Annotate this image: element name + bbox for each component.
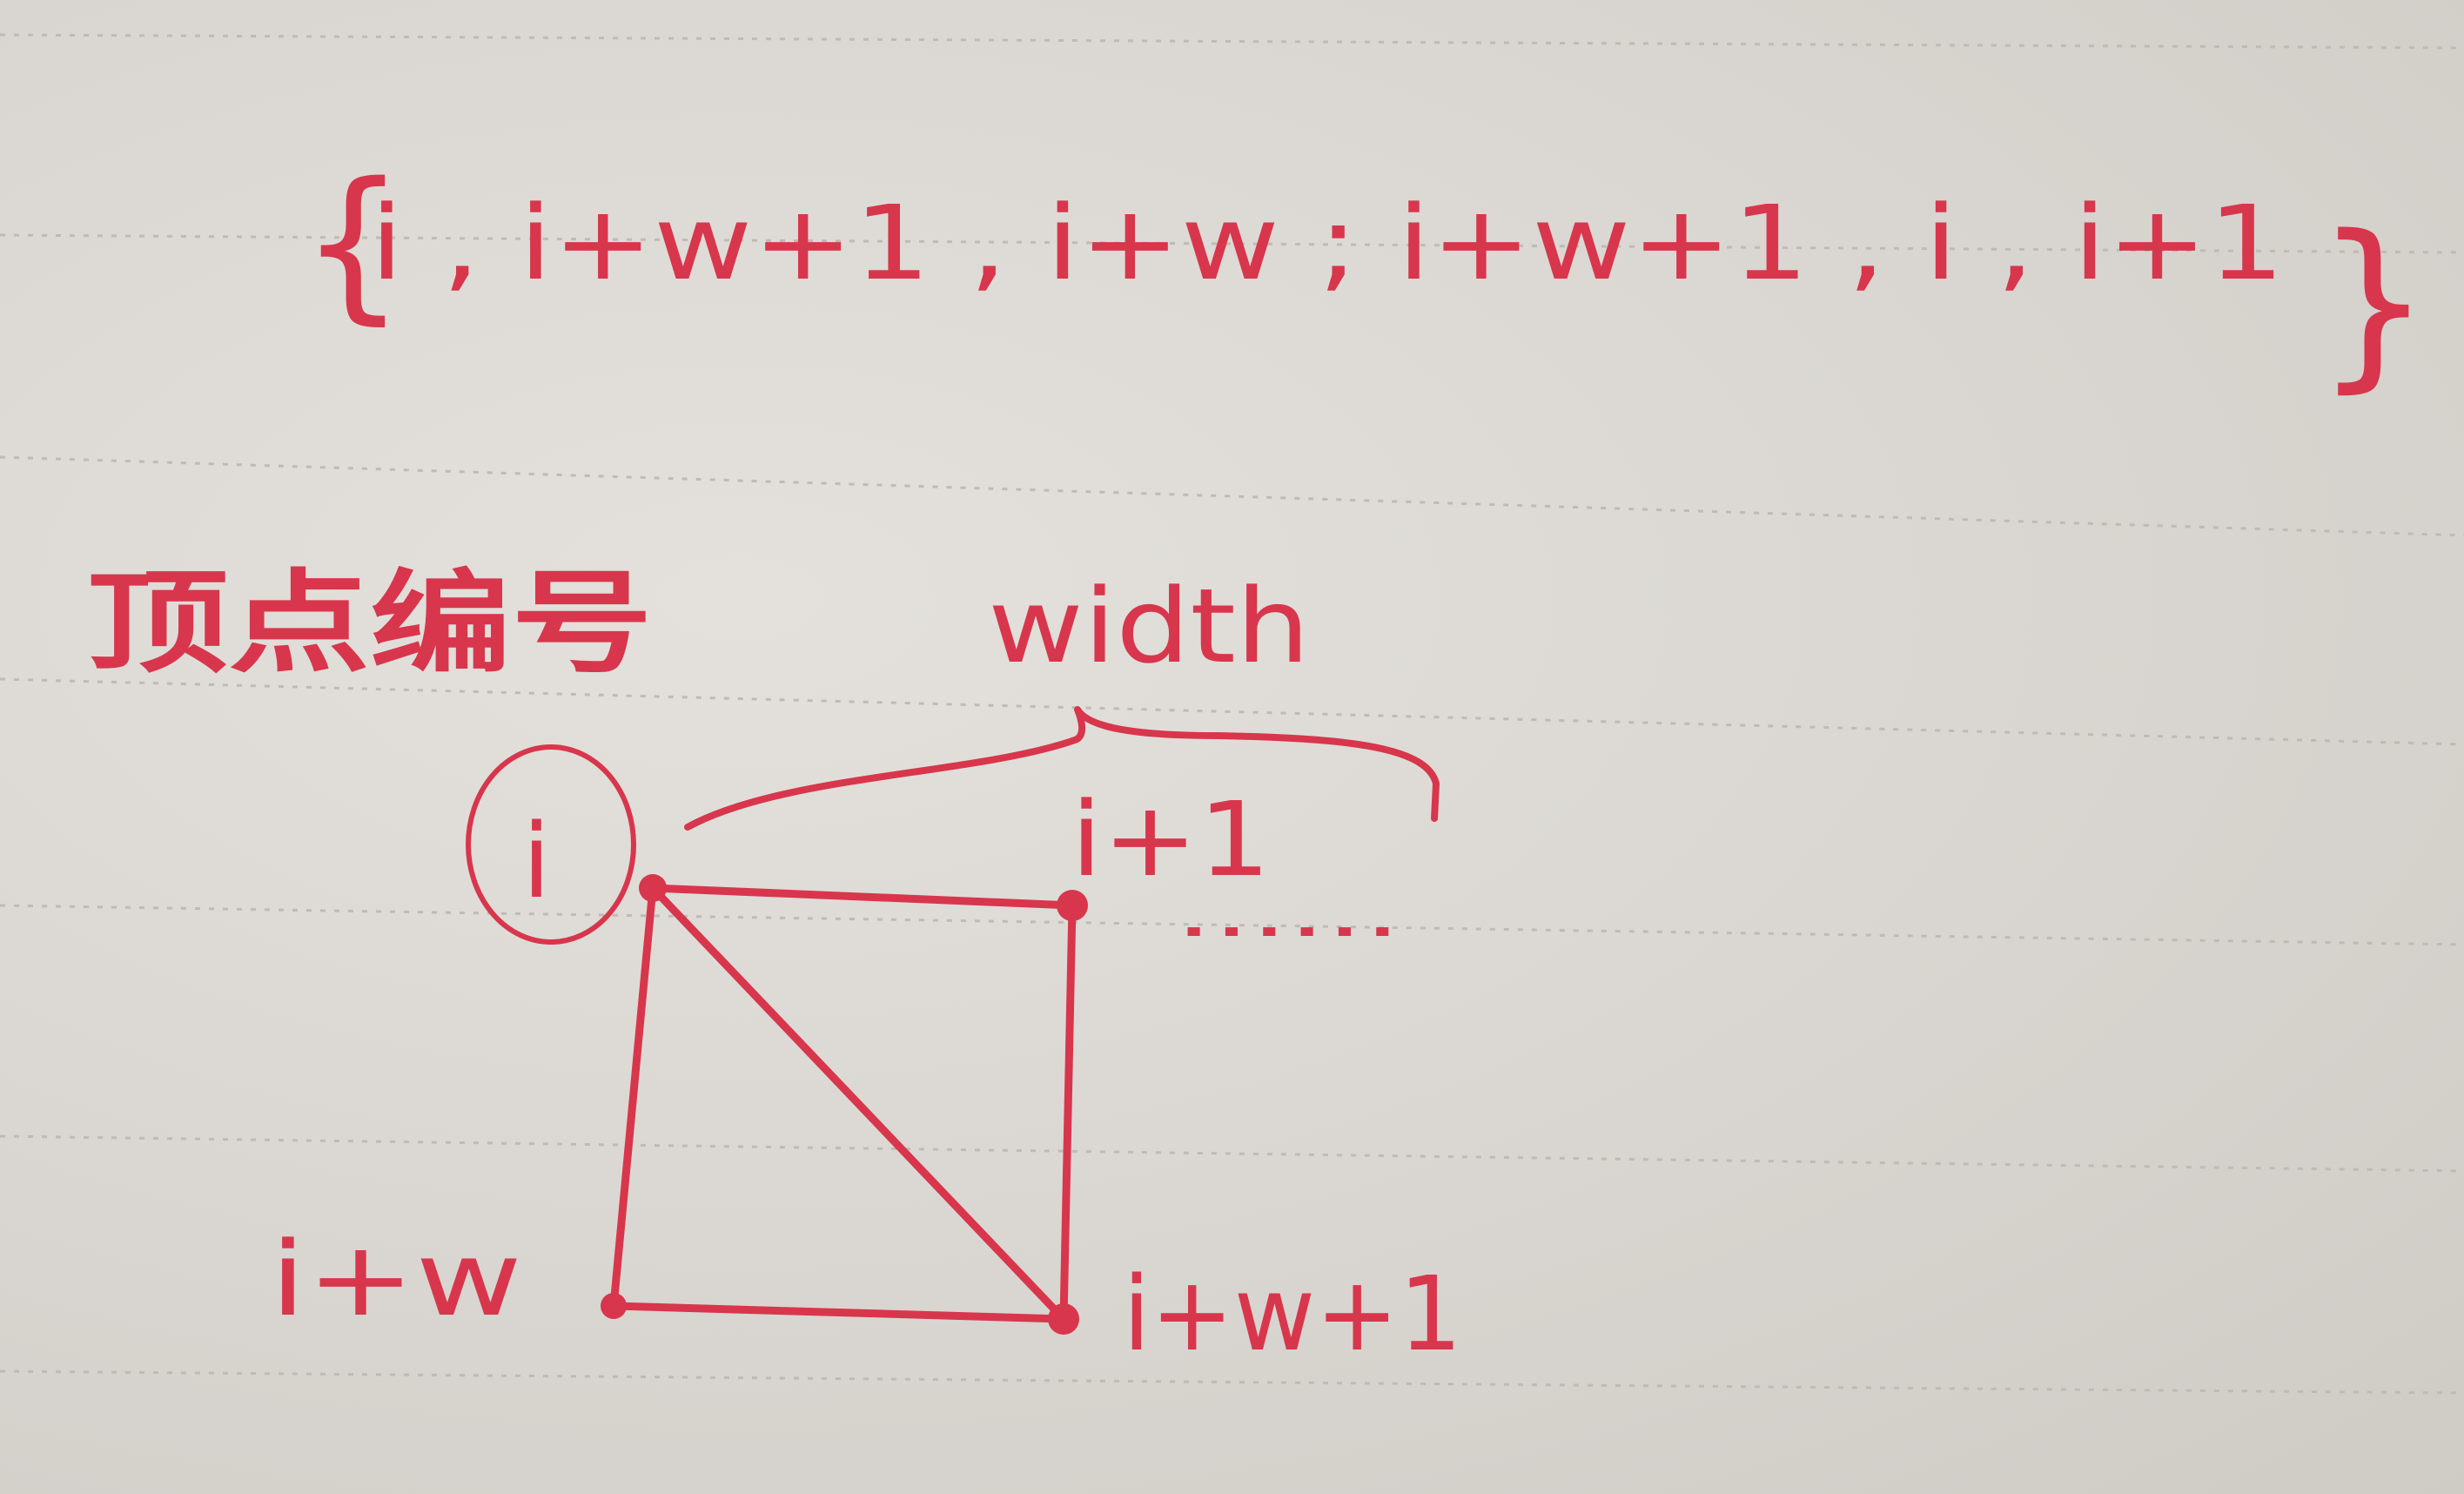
width-label: width (988, 566, 1310, 686)
heading-vertex-numbering: 顶点编号 (87, 559, 653, 689)
ruled-line (0, 33, 2464, 50)
vertex-dot-bottom-left (601, 1293, 627, 1319)
vertex-label-i: i (522, 801, 551, 921)
vertex-label-i-plus-w-plus-1: i+w+1 (1123, 1254, 1462, 1374)
width-brace (684, 706, 1440, 831)
edge-top (648, 884, 1077, 910)
formula-close-brace: } (2315, 196, 2432, 409)
edge-bottom (609, 1302, 1068, 1323)
vertex-dot-top-right (1057, 890, 1088, 921)
edge-diagonal (648, 884, 1068, 1323)
highlight-circle (466, 744, 636, 945)
vertex-label-i-plus-1: i+1 (1071, 779, 1271, 899)
formula-text: i , i+w+1 , i+w ; i+w+1 , i , i+1 (370, 183, 2285, 303)
formula-open-brace: { (300, 147, 406, 340)
continuation-dots: ...... (1175, 872, 1401, 952)
ruled-line (0, 455, 2464, 537)
edge-right (1059, 901, 1077, 1323)
vertex-label-i-plus-w: i+w (270, 1219, 522, 1339)
vertex-dot-top-left (639, 874, 667, 902)
ruled-line (0, 1134, 2464, 1173)
grid-cell (601, 874, 1088, 1335)
vertex-dot-bottom-right (1048, 1303, 1079, 1335)
edge-left (609, 884, 657, 1310)
ruled-line (0, 1370, 2464, 1395)
